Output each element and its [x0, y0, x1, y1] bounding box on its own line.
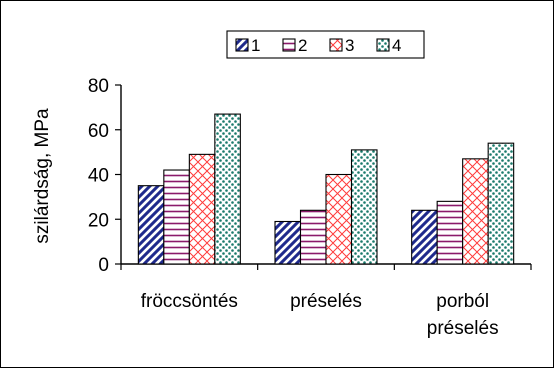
x-tick-label: préselés	[427, 318, 499, 339]
bar-series-2-cat-0	[163, 169, 190, 265]
legend-swatch-1	[235, 38, 249, 52]
bars	[137, 113, 515, 265]
y-tick-label: 40	[88, 166, 109, 187]
bar-series-1-cat-1	[274, 220, 302, 265]
y-axis-label: szilárdság, MPa	[32, 108, 53, 244]
legend-label-4: 4	[392, 36, 401, 55]
y-tick-label: 20	[88, 210, 109, 231]
bar-series-1-cat-2	[411, 209, 438, 265]
bar-series-1-cat-0	[137, 185, 165, 265]
legend-label-2: 2	[298, 36, 307, 55]
x-tick-label: préselés	[290, 291, 362, 312]
bar-series-3-cat-0	[188, 153, 216, 265]
legend-label-3: 3	[345, 36, 354, 55]
bar-series-3-cat-2	[462, 158, 489, 265]
legend-swatch-4	[376, 38, 390, 52]
bar-series-2-cat-2	[436, 200, 464, 265]
y-tick-label: 80	[88, 76, 109, 97]
bar-series-4-cat-2	[487, 142, 515, 265]
bar-series-3-cat-1	[325, 173, 353, 265]
y-tick-label: 0	[98, 255, 109, 276]
y-tick-label: 60	[88, 121, 109, 142]
legend-swatch-2	[282, 38, 296, 52]
legend-label-1: 1	[251, 36, 260, 55]
bar-series-4-cat-0	[214, 113, 241, 265]
bar-series-2-cat-1	[299, 209, 327, 265]
legend-swatch-3	[329, 38, 343, 52]
bar-series-4-cat-1	[350, 149, 378, 265]
legend: 1 2 3 4	[226, 30, 425, 59]
legend-box	[226, 30, 425, 59]
tick-labels: 0 20 40 60 80 fröccsöntés préselés porból présel…	[88, 76, 499, 339]
x-tick-label: porból	[436, 291, 489, 312]
x-tick-label: fröccsöntés	[141, 291, 238, 312]
